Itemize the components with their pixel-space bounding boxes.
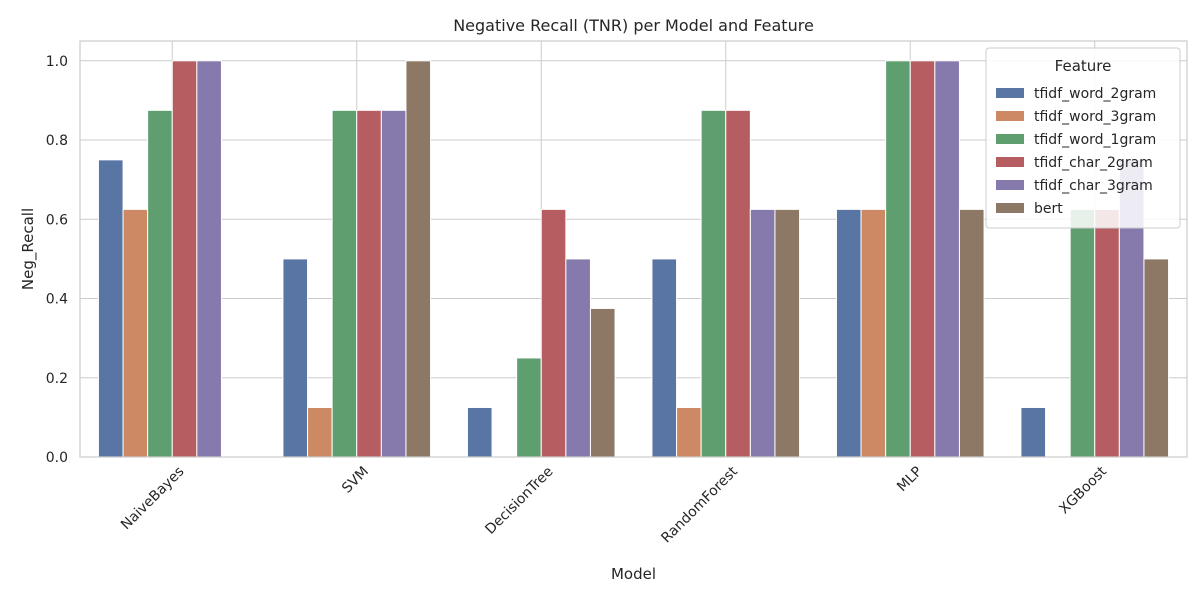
legend-swatch — [996, 203, 1024, 213]
bar — [725, 109, 751, 458]
bar — [676, 406, 702, 458]
plot-frame — [79, 40, 1188, 458]
legend-label: tfidf_word_2gram — [1034, 86, 1156, 102]
bar — [835, 208, 862, 458]
bar — [934, 60, 960, 458]
bar — [909, 60, 936, 458]
bar — [466, 406, 493, 458]
bar — [380, 109, 407, 458]
y-tick-label: 0.8 — [46, 133, 68, 149]
chart-title: Negative Recall (TNR) per Model and Feat… — [453, 16, 814, 35]
x-tick-labels: NaiveBayes SVM DecisionTree RandomForest MLP… — [118, 463, 1110, 546]
bar — [282, 258, 309, 458]
bar — [651, 258, 678, 458]
bar — [147, 109, 173, 458]
legend-swatch — [996, 134, 1024, 144]
y-tick-label: 0.2 — [46, 371, 68, 387]
legend-swatch — [996, 157, 1024, 167]
bar — [860, 208, 887, 458]
bar — [331, 109, 358, 458]
y-tick-label: 0.6 — [46, 212, 68, 228]
bar — [700, 109, 727, 458]
legend-label: tfidf_char_3gram — [1034, 178, 1153, 194]
x-tick-label: RandomForest — [658, 463, 741, 546]
bar — [540, 208, 567, 458]
bar — [171, 60, 198, 458]
y-tick-labels: 0.0 0.2 0.4 0.6 0.8 1.0 — [46, 54, 68, 466]
bar — [589, 307, 616, 458]
legend-label: bert — [1034, 201, 1063, 217]
x-axis-title: Model — [611, 565, 656, 583]
x-tick-label: DecisionTree — [482, 464, 556, 538]
x-tick-label: NaiveBayes — [118, 464, 187, 533]
bar — [749, 208, 776, 458]
x-tick-label: XGBoost — [1056, 463, 1110, 517]
bar — [97, 159, 124, 458]
legend-items: tfidf_word_2gram tfidf_word_3gram tfidf_wo… — [996, 86, 1156, 217]
y-tick-label: 1.0 — [46, 54, 68, 70]
legend: Feature tfidf_word_2gram tfidf_word_3gram… — [985, 47, 1181, 229]
x-tick-label: SVM — [339, 464, 372, 497]
bar — [958, 208, 985, 458]
bar — [516, 357, 542, 458]
y-axis-title: Neg_Recall — [19, 208, 38, 290]
legend-title: Feature — [1055, 57, 1112, 75]
y-tick-label: 0.0 — [46, 450, 68, 466]
bar — [1020, 406, 1047, 458]
bar — [196, 60, 222, 458]
legend-label: tfidf_word_1gram — [1034, 132, 1156, 148]
legend-label: tfidf_word_3gram — [1034, 109, 1156, 125]
bar — [885, 60, 911, 458]
x-tick-label: MLP — [894, 464, 925, 495]
legend-label: tfidf_char_2gram — [1034, 155, 1153, 171]
bar — [774, 208, 801, 458]
bar — [307, 406, 333, 458]
y-tick-label: 0.4 — [46, 292, 68, 308]
bar-layer — [97, 60, 1170, 458]
bar — [1069, 208, 1096, 458]
bar — [1143, 258, 1170, 458]
bar — [1094, 208, 1120, 458]
legend-swatch — [996, 180, 1024, 190]
bar — [122, 208, 149, 458]
legend-swatch — [996, 111, 1024, 121]
bar — [405, 60, 432, 458]
legend-swatch — [996, 88, 1024, 98]
bar — [565, 258, 591, 458]
bar — [356, 109, 382, 458]
legend-box — [985, 47, 1181, 229]
